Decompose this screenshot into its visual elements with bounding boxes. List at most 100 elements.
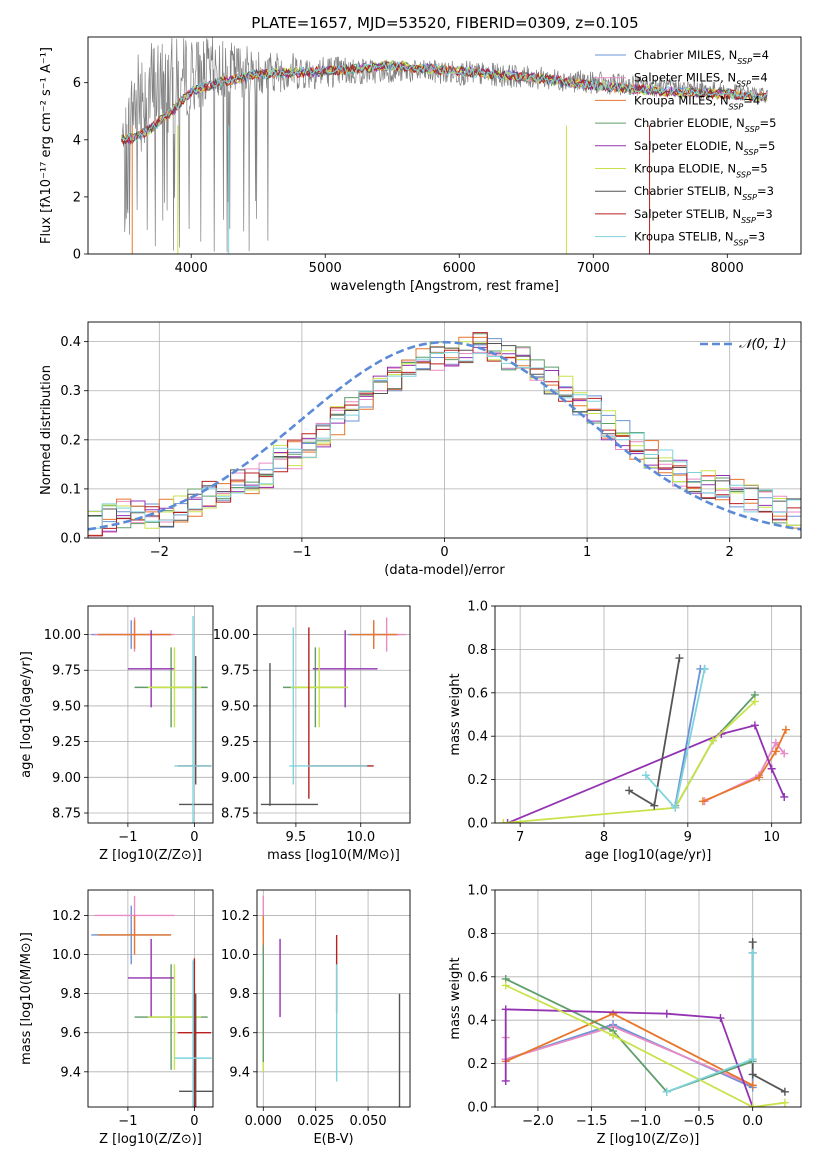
legend-suffix: =3: [756, 207, 773, 221]
legend-suffix: =3: [757, 184, 774, 198]
Z_vs_weight-point-marker: [748, 1070, 757, 1079]
age_vs_weight-ytick-label: 0.8: [467, 643, 488, 658]
age_vs_weight-point-marker: [755, 773, 764, 782]
Z_vs_mass-xlabel: Z [log10(Z/Z⊙)]: [99, 1132, 202, 1147]
Z_vs_weight-point-marker: [748, 938, 757, 947]
mass_vs_age-point: [350, 620, 398, 649]
residual_hist-xtick-label: −1: [292, 545, 311, 560]
age_vs_weight-ytick-label: 1.0: [467, 600, 488, 615]
legend-subscript: SSP: [741, 215, 756, 224]
EBV_vs_mass-ytick-label: 10.2: [221, 909, 250, 924]
Z_vs_weight-ytick-label: 0.4: [467, 1014, 488, 1029]
Z_vs_mass-ytick-label: 9.6: [60, 1026, 81, 1041]
Z_vs_weight-xtick-label: −0.5: [683, 1114, 715, 1129]
mass_vs_age-point: [290, 647, 348, 728]
legend-suffix: =5: [758, 139, 775, 153]
residual_hist-ytick-label: 0.3: [60, 384, 81, 399]
legend-item: Chabrier STELIB, NSSP=3: [595, 184, 774, 202]
mass_vs_age-ytick-label: 9.75: [221, 664, 250, 679]
Z_vs_age-ytick-label: 9.50: [52, 699, 81, 714]
Z_vs_weight-xtick-label: −2.0: [522, 1114, 554, 1129]
age_vs_weight-plot-area: [495, 606, 801, 823]
Z_vs_weight-point-marker: [609, 1031, 618, 1040]
legend-suffix: =4: [751, 71, 768, 85]
EBV_vs_mass-ytick-label: 10.0: [221, 948, 250, 963]
spectrum-xtick-label: 8000: [711, 261, 744, 276]
EBV_vs_mass-xtick-label: 0.050: [349, 1114, 386, 1129]
spectrum-xlabel: wavelength [Angstrom, rest frame]: [330, 279, 559, 294]
Z_vs_mass-ylabel: mass [log10(M/M⊙)]: [19, 932, 34, 1065]
Z_vs_weight-point-marker: [748, 1081, 757, 1090]
Z_vs_weight-series-line: [751, 942, 786, 1093]
Z_vs_weight-point-marker: [662, 1009, 671, 1018]
Z_vs_age-ylabel: age [log10(age/yr)]: [19, 651, 34, 778]
legend-label: Kroupa ELODIE, NSSP=5: [634, 162, 768, 180]
residual_hist-ytick-label: 0.0: [60, 532, 81, 547]
spectrum-ytick-label: 0: [73, 248, 81, 263]
Z_vs_weight-series-line: [505, 984, 786, 1107]
age_vs_weight-xtick-label: 9: [684, 830, 692, 845]
age_vs_weight-panel: 7 8 9 10 0.0 0.2 0.4 0.6 0.8 1.0 age [log10(age/yr…: [448, 600, 802, 863]
age_vs_weight-point-marker: [750, 697, 759, 706]
mass_vs_age-ytick-label: 9.50: [221, 699, 250, 714]
age_vs_weight-point-marker: [625, 786, 634, 795]
age_vs_weight-ytick-label: 0.0: [467, 817, 488, 832]
figure-title: PLATE=1657, MJD=53520, FIBERID=0309, z=0…: [251, 14, 638, 32]
Z_vs_weight-ytick-label: 0.0: [467, 1101, 488, 1116]
age_vs_weight-point-marker: [700, 664, 709, 673]
spectrum-model-line: [121, 61, 768, 144]
Z_vs_mass-xtick-label: −1: [118, 1114, 137, 1129]
Z_vs_weight-ytick-label: 1.0: [467, 884, 488, 899]
EBV_vs_mass-xtick-label: 0.000: [245, 1114, 282, 1129]
Z_vs_mass-point: [97, 915, 172, 955]
age_vs_weight-xtick-label: 8: [600, 830, 608, 845]
mass_vs_age-ytick-label: 10.00: [213, 628, 250, 643]
legend-subscript: SSP: [729, 102, 744, 111]
Z_vs_age-ytick-label: 9.25: [52, 735, 81, 750]
age_vs_weight-frame: [494, 605, 802, 824]
Z_vs_age-ytick-label: 10.00: [44, 628, 81, 643]
Z_vs_age-plot-area: [88, 606, 213, 823]
age_vs_weight-point-marker: [499, 819, 508, 823]
Z_vs_weight-ytick-label: 0.6: [467, 970, 488, 985]
Z_vs_weight-plot-area: [495, 890, 801, 1107]
Z_vs_weight-point-marker: [501, 981, 510, 990]
age_vs_weight-xtick-label: 10: [763, 830, 780, 845]
legend-item: Salpeter MILES, NSSP=4: [595, 71, 768, 88]
legend-label: Kroupa STELIB, NSSP=3: [634, 230, 765, 248]
Z_vs_weight-xtick-label: 0.0: [742, 1114, 763, 1129]
mass_vs_age-xtick-label: 9.5: [286, 830, 307, 845]
Z_vs_weight-point-marker: [780, 1098, 789, 1107]
hist-series-step: [88, 332, 801, 537]
Z_vs_weight-point-marker: [609, 1009, 618, 1018]
residual_hist-ytick-label: 0.1: [60, 482, 81, 497]
Z_vs_age-xtick-label: −1: [118, 830, 137, 845]
age_vs_weight-point-marker: [675, 654, 684, 663]
legend-item: Chabrier MILES, NSSP=4: [595, 48, 769, 66]
age_vs_weight-ytick-label: 0.6: [467, 686, 488, 701]
Z_vs_weight-series-line: [505, 978, 754, 1093]
legend-label: Salpeter STELIB, NSSP=3: [634, 207, 773, 225]
EBV_vs_mass-panel: 0.000 0.025 0.050 9.4 9.6 9.8 10.0 10.2 E(B-V): [221, 889, 411, 1147]
age_vs_weight-point-marker: [503, 819, 512, 823]
hist-series-step: [88, 343, 801, 527]
Z_vs_age-ytick-label: 8.75: [52, 807, 81, 822]
EBV_vs_mass-frame: [256, 889, 411, 1108]
hist-series-step: [88, 352, 801, 529]
Z_vs_weight-point-marker: [780, 1087, 789, 1096]
age_vs_weight-point-marker: [650, 801, 659, 810]
Z_vs_weight-point-marker: [501, 1076, 510, 1085]
Z_vs_mass-frame: [87, 889, 214, 1108]
Z_vs_age-ytick-label: 9.75: [52, 664, 81, 679]
residual_hist-ylabel: Normed distribution: [39, 365, 54, 495]
legend-subscript: SSP: [742, 193, 757, 202]
age_vs_weight-series-line: [503, 700, 756, 823]
EBV_vs_mass-ytick-label: 9.4: [229, 1065, 250, 1080]
mass_vs_age-xtick-label: 10.0: [346, 830, 375, 845]
legend-suffix: =5: [760, 116, 777, 130]
legend-item: Salpeter ELODIE, NSSP=5: [595, 139, 775, 156]
age_vs_weight-point-marker: [708, 736, 717, 745]
Z_vs_mass-plot-area: [88, 890, 213, 1107]
spectrum-ytick-label: 2: [73, 190, 81, 205]
